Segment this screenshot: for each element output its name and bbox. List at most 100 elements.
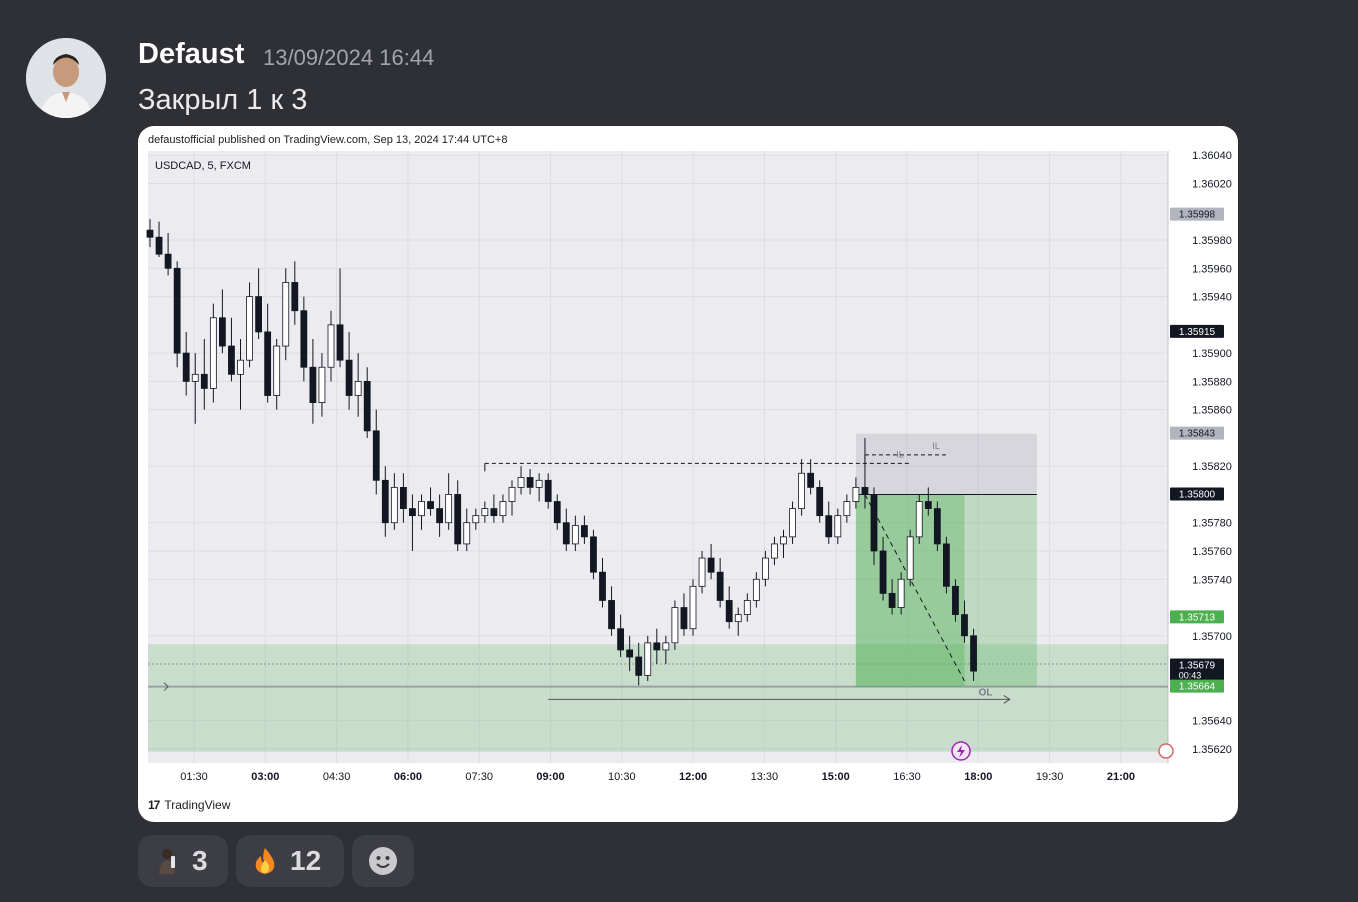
price-badge [1170,324,1224,338]
symbol-label: USDCAD, 5, FXCM [155,160,251,172]
candle-body [933,508,941,545]
candle-body [807,472,815,488]
candle-body [599,571,606,601]
candle-body [897,578,905,608]
reaction-emoji-person[interactable]: 3 [138,835,228,887]
chart-image-embed[interactable]: defaustofficial published on TradingView… [138,126,1238,822]
candle-body [888,592,896,608]
candle-body [282,282,290,347]
candle-body [273,345,281,396]
smiley-add-icon [369,847,397,875]
lightning-bolt-icon [957,745,965,758]
tradingview-chart: 01:30 03:00 04:30 06:00 07:30 09:00 10:30 12:00… [146,150,1232,783]
candle-body [662,642,670,651]
candle-body [445,494,453,524]
price-badge [1170,487,1224,501]
x-tick-label: 06:00 [394,771,422,783]
candle-body [562,522,570,545]
candle-body [698,557,706,587]
candle-body [870,494,878,552]
price-badge [1170,658,1224,681]
ol-arrow-icon [1003,694,1011,704]
message-text: Закрыл 1 к 3 [138,84,308,116]
candle-body [961,614,968,637]
y-tick-label: 1.35940 [1192,292,1232,304]
candle-body [418,501,425,517]
reaction-fire[interactable]: 12 [236,835,344,887]
candle-body [734,614,742,623]
candle-body [879,550,887,594]
candle-body [354,380,362,396]
reaction-count: 12 [290,845,322,876]
y-tick-label: 1.35880 [1192,376,1232,388]
x-tick-label: 10:30 [608,771,636,783]
add-reaction-button[interactable] [352,835,414,887]
candle-body [707,557,715,573]
message-author[interactable]: Defaust [138,38,245,70]
x-tick-label: 03:00 [251,771,279,783]
liquidity-label: IL [932,441,940,451]
x-tick-label: 12:00 [679,771,707,783]
demand-zone [148,644,1168,752]
candle-body [237,359,244,375]
candle-body [264,331,272,396]
zone-arrow-icon [163,682,169,692]
price-badge [1170,207,1224,221]
price-badge [1170,610,1224,624]
candle-body [381,479,389,524]
candle-body [146,229,154,238]
price-badge [1170,679,1224,693]
candle-body [635,656,643,676]
candle-body [255,296,262,333]
plot-background [148,151,1168,763]
x-tick-label: 18:00 [964,771,992,783]
reaction-count: 3 [192,845,208,876]
candle-body [943,543,950,587]
tradingview-brand: TradingView [164,798,231,812]
candle-body [490,508,498,517]
candle-body [427,501,434,509]
candle-body [182,352,190,382]
price-badge-label: 1.35713 [1179,612,1216,623]
y-tick-label: 1.35740 [1192,574,1232,586]
price-badge-countdown: 00:43 [1179,670,1202,680]
candle-body [716,571,724,601]
candle-body [399,486,407,509]
candle-body [680,607,688,630]
candle-body [671,607,679,644]
x-tick-label: 16:30 [893,771,921,783]
candle-body [952,585,959,615]
price-badge-label: 1.35800 [1179,489,1216,500]
calendar-icon [1158,743,1174,759]
x-tick-label: 13:30 [751,771,779,783]
candle-body [372,430,380,481]
candle-body [155,236,163,255]
x-tick-label: 15:00 [822,771,850,783]
candle-body [535,479,543,488]
candle-body [409,508,416,517]
candle-body [689,585,697,630]
x-tick-label: 09:00 [536,771,564,783]
x-tick-label: 07:30 [465,771,493,783]
user-avatar[interactable] [26,38,106,118]
candle-body [789,508,796,538]
candle-body [653,642,661,651]
candle-body [762,557,769,580]
candle-body [544,479,552,502]
price-badge-label: 1.35843 [1179,429,1216,440]
candle-body [626,649,634,658]
candle-body [798,472,805,509]
candle-body [725,600,733,623]
y-tick-label: 1.35900 [1192,348,1232,360]
y-tick-label: 1.35780 [1192,518,1232,530]
candle-body [915,501,923,538]
candle-body [191,373,199,382]
price-badge-label: 1.35915 [1179,327,1216,338]
fire-icon [255,848,275,874]
candle-body [173,267,181,354]
publish-line: defaustofficial published on TradingView… [148,134,508,146]
candle-body [508,486,516,502]
price-badge-label: 1.35679 [1179,660,1216,671]
candle-body [454,494,462,545]
candle-body [327,324,335,368]
